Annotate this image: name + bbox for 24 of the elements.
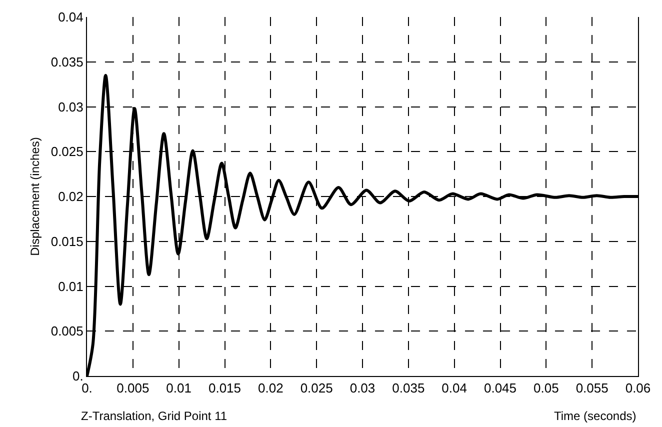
x-tick-label: 0.04 xyxy=(442,380,467,396)
y-tick-label: 0.01 xyxy=(58,278,84,294)
x-tick-label: 0.025 xyxy=(300,380,333,396)
y-tick-label: 0. xyxy=(72,368,84,384)
y-tick-label: 0.005 xyxy=(50,324,84,339)
y-tick-label: 0.04 xyxy=(58,10,84,25)
x-tick-label: 0.005 xyxy=(116,380,150,396)
y-tick-label: 0.035 xyxy=(50,54,84,70)
y-tick-label: 0.015 xyxy=(50,234,84,249)
x-tick-label: 0.06 xyxy=(625,380,651,396)
x-tick-label: 0.055 xyxy=(576,380,608,396)
x-tick-label: 0.02 xyxy=(258,380,284,396)
text: Z-Translation, Grid Point 11 xyxy=(81,409,228,423)
x-tick-label: 0.05 xyxy=(534,380,559,396)
x-tick-label: 0.035 xyxy=(392,380,425,396)
x-tick-label: 0.045 xyxy=(484,380,517,396)
y-tick-label: 0.02 xyxy=(58,189,84,204)
y-tick-label: 0.025 xyxy=(50,144,84,160)
x-tick-label: 0.015 xyxy=(208,380,242,396)
x-tick-label: 0.03 xyxy=(350,380,376,396)
y-axis-title: Displacement (inches) xyxy=(28,137,42,256)
y-tick-label: 0.03 xyxy=(58,99,84,114)
x-tick-label: 0.01 xyxy=(166,380,192,396)
x-axis-title: Time (seconds) xyxy=(554,409,636,423)
